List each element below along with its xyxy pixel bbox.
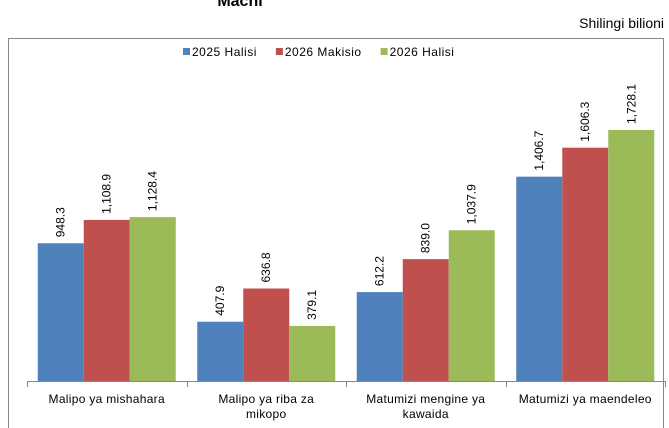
bar <box>243 288 290 381</box>
bar <box>356 292 403 381</box>
data-label: 948.3 <box>54 207 68 237</box>
bar <box>448 230 495 381</box>
bar <box>608 130 655 381</box>
data-label: 379.1 <box>305 290 319 320</box>
data-label: 1,037.9 <box>465 184 479 224</box>
data-label: 1,406.7 <box>532 130 546 170</box>
legend-swatch <box>275 48 283 55</box>
bar <box>197 321 244 381</box>
data-label: 612.2 <box>373 256 387 286</box>
chart-border <box>8 38 664 428</box>
data-label: 1,108.9 <box>100 174 114 214</box>
data-label: 839.0 <box>419 223 433 253</box>
legend-label: 2025 Halisi <box>192 45 257 59</box>
x-tick-label: Matumizi ya maendeleo <box>518 392 652 406</box>
data-label: 1,728.1 <box>624 84 638 124</box>
data-label: 407.9 <box>213 285 227 315</box>
legend-swatch <box>183 48 190 55</box>
legend-swatch <box>380 48 388 55</box>
bar <box>83 219 130 381</box>
x-tick-label: Malipo ya riba za mikopo <box>218 392 315 421</box>
bar <box>516 176 563 381</box>
legend-label: 2026 Halisi <box>390 45 455 59</box>
x-tick-label: Matumizi mengine ya kawaida <box>366 392 486 421</box>
data-label: 1,606.3 <box>578 101 592 141</box>
data-label: 1,128.4 <box>146 171 160 211</box>
data-label: 636.8 <box>259 252 273 282</box>
legend-label: 2026 Makisio <box>285 45 362 59</box>
unit-label: Shilingi bilioni <box>579 15 664 31</box>
bar <box>129 217 176 381</box>
x-tick-label: Malipo ya mishahara <box>48 392 165 406</box>
bar <box>402 259 449 381</box>
bar <box>289 325 336 381</box>
bar <box>37 243 84 381</box>
bar <box>562 147 609 381</box>
chart-title: Machi <box>217 0 262 10</box>
